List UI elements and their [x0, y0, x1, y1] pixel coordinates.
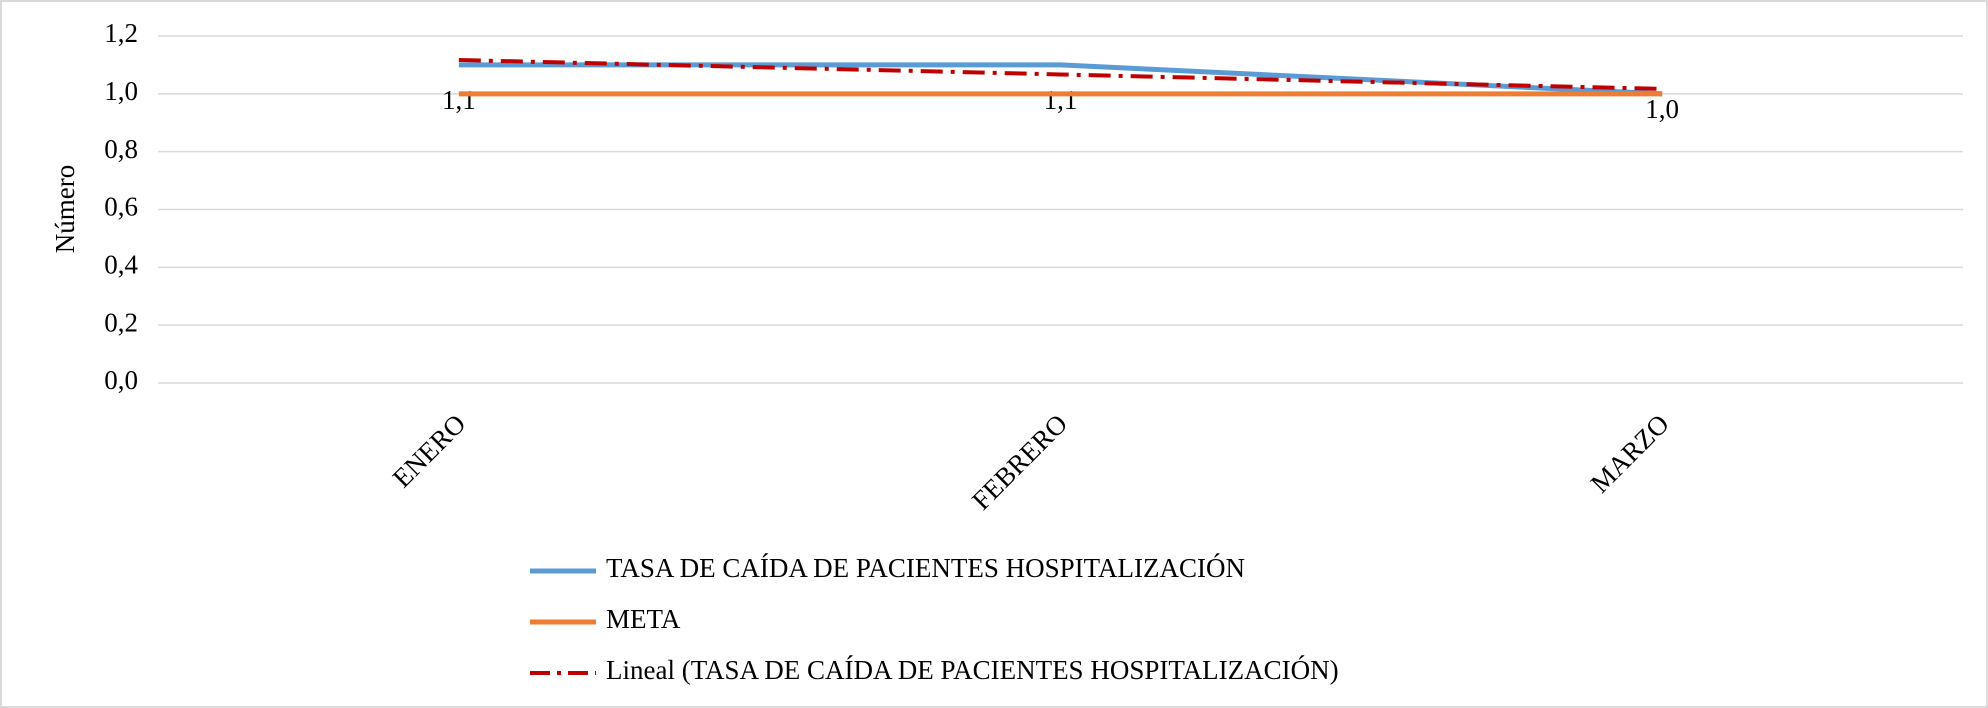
- legend-label: Lineal (TASA DE CAÍDA DE PACIENTES HOSPI…: [606, 655, 1339, 685]
- y-tick-label: 0,6: [104, 192, 138, 222]
- y-tick-label: 0,8: [104, 134, 138, 164]
- y-tick-label: 1,0: [104, 76, 138, 106]
- y-tick-label: 1,2: [104, 18, 138, 48]
- legend-label: META: [606, 604, 681, 634]
- series-line: [458, 58, 1663, 91]
- data-label: 1,1: [442, 85, 476, 115]
- data-label: 1,0: [1645, 94, 1679, 124]
- legend-label: TASA DE CAÍDA DE PACIENTES HOSPITALIZACI…: [606, 553, 1245, 583]
- y-axis-label: Número: [50, 165, 80, 253]
- data-label: 1,1: [1044, 85, 1078, 115]
- y-tick-label: 0,4: [104, 250, 138, 280]
- y-tick-label: 0,2: [104, 307, 138, 337]
- y-tick-label: 0,0: [104, 365, 138, 395]
